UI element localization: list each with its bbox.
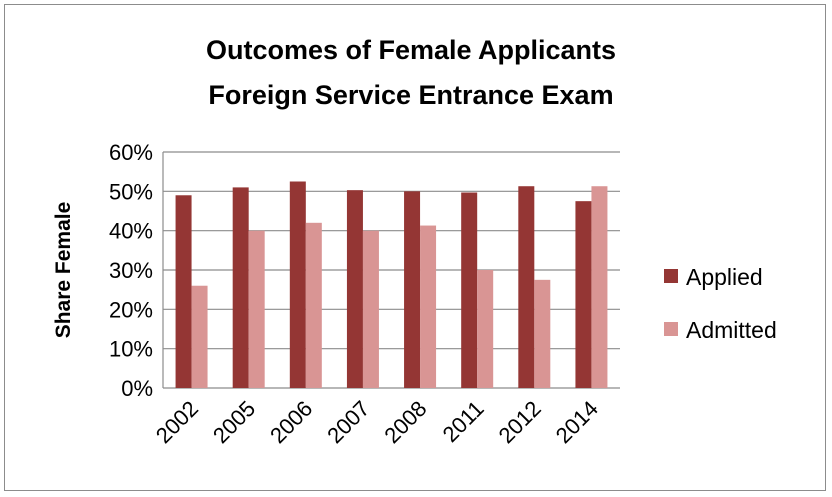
y-tick-label: 20% <box>109 297 153 322</box>
bar-applied-2007 <box>346 190 363 388</box>
y-tick-label: 60% <box>109 140 153 165</box>
bars <box>175 181 608 388</box>
bar-admitted-2008 <box>420 225 437 388</box>
bar-admitted-2007 <box>362 230 379 388</box>
x-tick-labels: 2002 2005 2006 2007 2008 2011 2012 2014 <box>151 396 603 448</box>
bar-admitted-2014 <box>591 186 608 388</box>
bar-applied-2005 <box>232 187 249 388</box>
bar-applied-2008 <box>404 191 421 388</box>
x-tick-label: 2014 <box>551 396 603 448</box>
x-tick-label: 2008 <box>379 396 431 448</box>
y-tick-label: 50% <box>109 179 153 204</box>
y-tick-label: 0% <box>121 376 153 401</box>
grid-lines <box>162 151 620 389</box>
chart-title: Outcomes of Female Applicants <box>206 35 616 65</box>
x-tick-label: 2006 <box>265 396 317 448</box>
x-tick-label: 2007 <box>322 396 374 448</box>
x-tick-label: 2012 <box>494 396 546 448</box>
x-tick-label: 2011 <box>438 396 489 447</box>
legend: Applied Admitted <box>664 264 777 343</box>
x-tick-label: 2005 <box>208 396 260 448</box>
y-tick-labels: 0% 10% 20% 30% 40% 50% 60% <box>109 140 153 401</box>
y-axis-label: Share Female <box>52 202 75 339</box>
bar-applied-2014 <box>575 201 592 388</box>
bar-applied-2012 <box>518 186 535 388</box>
y-tick-label: 40% <box>109 219 153 244</box>
bar-admitted-2012 <box>534 279 551 388</box>
legend-swatch-admitted <box>664 322 678 336</box>
bar-applied-2011 <box>461 192 478 388</box>
x-tick-label: 2002 <box>151 396 203 448</box>
y-tick-label: 10% <box>109 337 153 362</box>
bar-applied-2006 <box>289 181 306 388</box>
bar-admitted-2006 <box>305 222 322 388</box>
bar-admitted-2011 <box>477 270 494 388</box>
y-tick-label: 30% <box>109 258 153 283</box>
chart-subtitle: Foreign Service Entrance Exam <box>208 80 613 110</box>
legend-swatch-applied <box>664 269 678 283</box>
legend-label-admitted: Admitted <box>686 317 777 343</box>
legend-label-applied: Applied <box>686 264 763 290</box>
bar-admitted-2005 <box>248 230 265 388</box>
bar-applied-2002 <box>175 195 192 388</box>
bar-admitted-2002 <box>191 285 208 388</box>
